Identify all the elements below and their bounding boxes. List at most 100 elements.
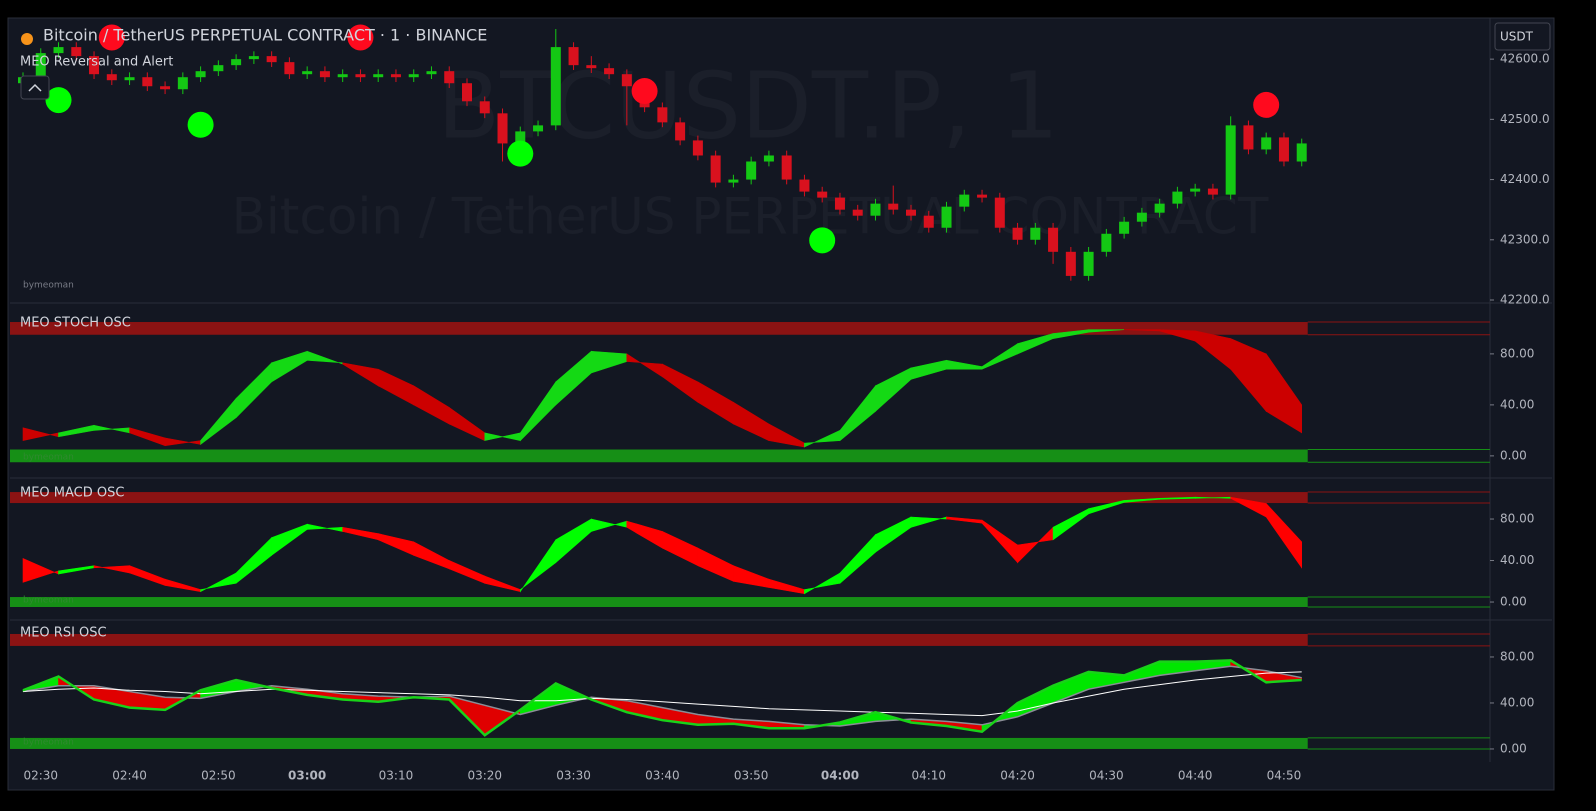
y-tick-label: 0.00 — [1500, 741, 1527, 755]
currency-button[interactable] — [1494, 22, 1551, 51]
candle-body — [906, 209, 916, 216]
sell-signal — [631, 78, 658, 105]
sell-signal — [98, 24, 125, 51]
candle-body — [604, 68, 615, 75]
candle-body — [479, 101, 490, 114]
candle-body — [781, 155, 792, 180]
overlay: Bitcoin / TetherUS PERPETUAL CONTRACT · … — [20, 22, 1551, 100]
candle-body — [1119, 221, 1130, 234]
candle-body — [1243, 125, 1254, 150]
sell-signal — [1253, 91, 1280, 118]
candle-body — [53, 47, 64, 54]
y-tick-label: 40.00 — [1500, 553, 1534, 567]
candle-body — [1190, 188, 1201, 192]
y-tick-label: 42500.0 — [1500, 112, 1550, 126]
signature: bymeoman — [23, 281, 74, 291]
candle-body — [106, 74, 117, 81]
y-tick-label: 0.00 — [1500, 448, 1527, 462]
candle-body — [586, 65, 597, 69]
candle-body — [799, 179, 810, 192]
candle-body — [994, 197, 1005, 228]
pane-title: MEO MACD OSC — [20, 486, 124, 501]
candle-body — [71, 47, 82, 57]
level-band — [10, 737, 1308, 749]
indicator-title: MEO Reversal and Alert — [20, 55, 173, 70]
rsi-line — [22, 659, 1302, 737]
y-tick-label: 42300.0 — [1500, 232, 1550, 246]
osc-fill — [1265, 502, 1302, 569]
candle-body — [319, 71, 330, 78]
osc-fill — [1088, 329, 1125, 333]
y-tick-label: 80.00 — [1500, 512, 1534, 526]
collapse-button[interactable] — [20, 75, 50, 100]
candle-body — [426, 71, 437, 75]
candle-body — [977, 194, 988, 198]
x-tick-label: 03:30 — [556, 769, 591, 783]
candle-body — [1154, 203, 1165, 213]
watermark-symbol: BTCUSDT.P, 1 — [437, 52, 1059, 159]
candle-body — [89, 56, 100, 75]
signature: bymeoman — [23, 738, 74, 748]
x-tick-label: 04:00 — [821, 769, 859, 783]
candle-body — [266, 56, 277, 63]
x-tick-label: 04:30 — [1089, 769, 1124, 783]
y-tick-label: 80.00 — [1500, 346, 1534, 360]
x-tick-label: 02:40 — [112, 769, 147, 783]
candle-body — [692, 140, 703, 156]
y-tick-label: 42400.0 — [1500, 172, 1550, 186]
candle-body — [462, 83, 472, 102]
slow-line — [22, 671, 1302, 717]
candle-body — [1278, 137, 1289, 162]
candle-body — [870, 203, 881, 216]
x-tick-label: 04:40 — [1178, 769, 1213, 783]
candle-body — [550, 47, 561, 126]
candle-body — [35, 53, 46, 78]
level-band — [10, 449, 1308, 463]
candle-body — [1101, 233, 1112, 252]
candle-body — [1136, 212, 1147, 222]
candle-body — [1083, 251, 1094, 276]
chevron-icon — [28, 83, 42, 92]
candle-body — [852, 209, 863, 216]
y-tick-label: 40.00 — [1500, 695, 1534, 709]
buy-signal — [809, 227, 836, 254]
candle-body — [284, 62, 295, 75]
coin-icon — [21, 33, 33, 45]
y-tick-label: 42600.0 — [1500, 52, 1550, 66]
x-tick-label: 04:10 — [911, 769, 946, 783]
candle-body — [728, 179, 739, 183]
candle-body — [746, 161, 757, 180]
x-tick-label: 02:30 — [23, 769, 58, 783]
x-tick-label: 04:20 — [1000, 769, 1035, 783]
x-tick-label: 03:40 — [645, 769, 680, 783]
candle-body — [1065, 251, 1076, 276]
candle-body — [1296, 143, 1307, 162]
pane-title: MEO RSI OSC — [20, 626, 107, 641]
candle-body — [248, 56, 259, 60]
candle-body — [1172, 191, 1183, 204]
candle-body — [1261, 137, 1272, 150]
y-tick-label: 0.00 — [1500, 595, 1527, 609]
buy-signal — [187, 111, 214, 138]
level-band — [10, 492, 1308, 504]
candle-body — [390, 74, 401, 78]
candle-body — [497, 113, 508, 144]
candle-body — [302, 71, 313, 75]
candle-body — [1030, 227, 1041, 240]
x-tick-label: 03:00 — [288, 769, 326, 783]
candle-body — [1207, 188, 1218, 195]
watermark-name: Bitcoin / TetherUS PERPETUAL CONTRACT — [232, 188, 1269, 246]
candle-body — [160, 86, 171, 90]
x-tick-label: 03:50 — [734, 769, 769, 783]
level-band — [10, 597, 1308, 608]
signature: bymeoman — [23, 596, 74, 606]
candle-body — [124, 77, 135, 81]
candle-body — [763, 155, 774, 162]
candle-body — [373, 74, 384, 78]
x-tick-label: 03:10 — [379, 769, 414, 783]
level-band — [10, 322, 1308, 335]
y-tick-label: 40.00 — [1500, 397, 1534, 411]
candle-body — [817, 191, 828, 198]
candle-body — [355, 74, 366, 78]
